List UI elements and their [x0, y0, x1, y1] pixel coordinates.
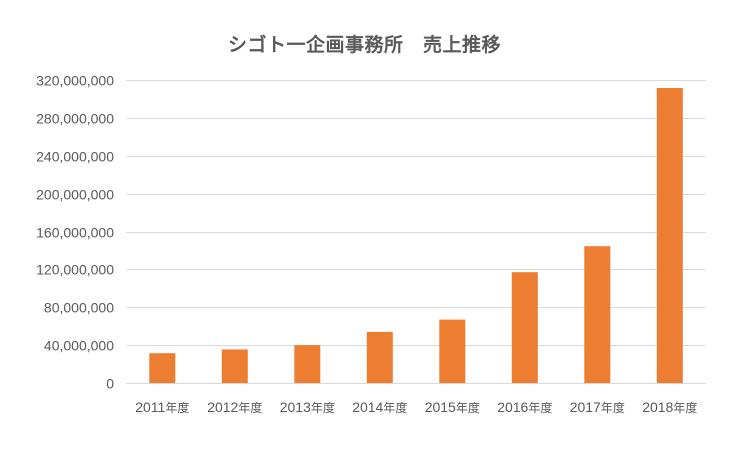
x-tick-suffix: 年度	[238, 400, 262, 415]
y-tick-label: 80,000,000	[44, 300, 114, 316]
x-tick-suffix: 年度	[456, 400, 480, 415]
x-tick-year: 2017	[570, 399, 601, 415]
y-tick-label: 320,000,000	[36, 73, 114, 89]
x-tick-suffix: 年度	[601, 400, 625, 415]
x-tick-suffix: 年度	[673, 400, 697, 415]
x-tick-label: 2013年度	[280, 399, 335, 415]
y-tick-label: 280,000,000	[36, 111, 114, 127]
x-tick-year: 2011	[135, 399, 165, 415]
x-tick-label: 2014年度	[352, 399, 407, 415]
x-tick-label: 2011年度	[135, 399, 189, 415]
x-tick-suffix: 年度	[528, 400, 552, 415]
x-tick-year: 2015	[425, 399, 456, 415]
y-tick-label: 0	[106, 376, 114, 392]
x-tick-suffix: 年度	[383, 400, 407, 415]
x-tick-year: 2018	[642, 399, 673, 415]
x-tick-label: 2015年度	[425, 399, 480, 415]
bar	[439, 319, 466, 383]
x-axis-ticks: 2011年度 2012年度 2013年度 2014年度 2015年度 2016年度 2017…	[135, 399, 697, 415]
bar	[366, 331, 393, 383]
x-tick-label: 2018年度	[642, 399, 697, 415]
bar	[511, 272, 538, 383]
x-tick-year: 2012	[207, 399, 238, 415]
x-tick-label: 2016年度	[497, 399, 552, 415]
gridlines	[126, 80, 706, 384]
y-tick-label: 240,000,000	[36, 149, 114, 165]
bar	[656, 88, 683, 383]
chart-title: シゴト一企画事務所 売上推移	[227, 34, 501, 56]
y-tick-label: 40,000,000	[44, 338, 114, 354]
bar	[221, 349, 248, 383]
x-tick-label: 2012年度	[207, 399, 262, 415]
x-tick-suffix: 年度	[165, 400, 189, 415]
x-tick-suffix: 年度	[311, 400, 335, 415]
y-axis-ticks: 0 40,000,000 80,000,000 120,000,000 160,000,…	[36, 73, 114, 392]
y-tick-label: 120,000,000	[36, 262, 114, 278]
x-tick-year: 2014	[352, 399, 383, 415]
bars	[149, 88, 683, 383]
x-tick-year: 2016	[497, 399, 528, 415]
y-tick-label: 200,000,000	[36, 187, 114, 203]
y-tick-label: 160,000,000	[36, 225, 114, 241]
x-tick-year: 2013	[280, 399, 311, 415]
x-tick-label: 2017年度	[570, 399, 625, 415]
bar	[584, 246, 611, 383]
bar	[294, 345, 321, 383]
bar	[149, 353, 176, 383]
